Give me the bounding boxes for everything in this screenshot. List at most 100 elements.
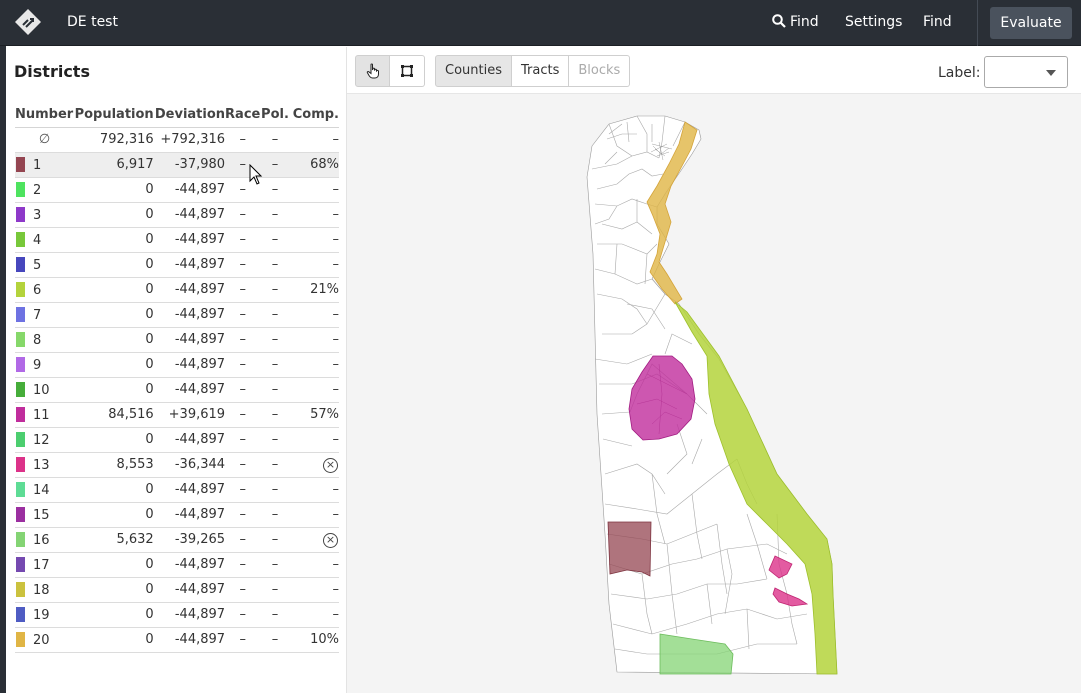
district-pol-cell: –: [260, 402, 290, 428]
district-13-area-b[interactable]: [772, 587, 809, 607]
counties-button[interactable]: Counties: [435, 55, 512, 87]
district-row[interactable]: 20 0 -44,897– –10%: [15, 627, 339, 653]
district-row[interactable]: 5 0 -44,897– – –: [15, 252, 339, 278]
district-color-swatch[interactable]: [16, 256, 25, 272]
district-race-cell: –: [225, 252, 261, 278]
window-left-edge: [0, 46, 6, 693]
district-pol-cell: –: [260, 527, 290, 553]
district-number-cell: 15: [15, 502, 74, 528]
district-race-cell: –: [225, 577, 261, 603]
district-color-swatch[interactable]: [16, 431, 25, 447]
district-row[interactable]: 15 0 -44,897– – –: [15, 502, 339, 528]
district-number: 17: [33, 557, 50, 573]
district-row[interactable]: 2 0 -44,897– – –: [15, 177, 339, 203]
tracts-button[interactable]: Tracts: [512, 55, 570, 87]
district-population-cell: 0: [74, 427, 154, 453]
district-row[interactable]: 12 0 -44,897– – –: [15, 427, 339, 453]
district-row[interactable]: 7 0 -44,897– – –: [15, 302, 339, 328]
district-comp-cell: –: [289, 327, 339, 353]
district-11-area[interactable]: [628, 355, 696, 441]
district-16-area[interactable]: [659, 633, 734, 675]
district-race-cell: –: [225, 202, 261, 228]
district-race-cell: –: [225, 352, 261, 378]
district-color-swatch[interactable]: [16, 381, 25, 397]
column-header-race[interactable]: Race: [225, 102, 261, 128]
district-map[interactable]: [347, 94, 1081, 693]
evaluate-button[interactable]: Evaluate: [990, 7, 1072, 39]
district-number: 4: [33, 232, 42, 248]
district-pol-cell: –: [260, 427, 290, 453]
district-color-swatch[interactable]: [16, 181, 25, 197]
district-row[interactable]: 1 6,917 -37,980– –68%: [15, 152, 339, 178]
district-number: 6: [33, 282, 42, 298]
logo-icon[interactable]: [14, 8, 42, 36]
district-row[interactable]: 9 0 -44,897– – –: [15, 352, 339, 378]
district-row[interactable]: 19 0 -44,897– – –: [15, 602, 339, 628]
district-pol-cell: –: [260, 377, 290, 403]
pointer-tool-button[interactable]: [355, 55, 390, 87]
district-row[interactable]: 14 0 -44,897– – –: [15, 477, 339, 503]
find-link[interactable]: Find: [923, 14, 952, 30]
district-color-swatch[interactable]: [16, 531, 25, 547]
district-row[interactable]: 10 0 -44,897– – –: [15, 377, 339, 403]
district-color-swatch[interactable]: [16, 556, 25, 572]
district-comp-cell: –: [289, 502, 339, 528]
column-header-population[interactable]: Population: [74, 102, 154, 128]
noncontiguous-warning-icon[interactable]: ×: [323, 457, 338, 473]
district-number-cell: 12: [15, 427, 74, 453]
column-header-pol[interactable]: Pol.: [260, 102, 290, 128]
district-row[interactable]: 17 0 -44,897– – –: [15, 552, 339, 578]
district-comp-cell: 10%: [289, 627, 339, 653]
district-1-area[interactable]: [607, 521, 652, 577]
district-color-swatch[interactable]: [16, 506, 25, 522]
district-row[interactable]: 13 8,553 -36,344– – ×: [15, 452, 339, 478]
district-race-cell: –: [225, 177, 261, 203]
district-color-swatch[interactable]: [16, 631, 25, 647]
noncontiguous-warning-icon[interactable]: ×: [323, 532, 338, 548]
district-row[interactable]: 8 0 -44,897– – –: [15, 327, 339, 353]
district-row[interactable]: 3 0 -44,897– – –: [15, 202, 339, 228]
label-select[interactable]: [984, 56, 1068, 88]
column-header-comp[interactable]: Comp.: [289, 102, 339, 128]
unassigned-deviation: +792,316: [153, 127, 226, 153]
district-number-cell: 20: [15, 627, 74, 653]
district-color-swatch[interactable]: [16, 481, 25, 497]
column-header-number[interactable]: Number: [15, 102, 74, 128]
district-population-cell: 0: [74, 552, 154, 578]
district-color-swatch[interactable]: [16, 281, 25, 297]
district-20-area[interactable]: [646, 121, 698, 305]
column-header-deviation[interactable]: Deviation: [153, 102, 226, 128]
find-search-button[interactable]: Find: [772, 14, 819, 30]
unassigned-row[interactable]: ∅ 792,316 +792,316 – – –: [15, 127, 339, 153]
district-color-swatch[interactable]: [16, 306, 25, 322]
district-pol-cell: –: [260, 502, 290, 528]
district-row[interactable]: 11 84,516 +39,619– –57%: [15, 402, 339, 428]
rectangle-select-tool-button[interactable]: [390, 55, 425, 87]
district-row[interactable]: 18 0 -44,897– – –: [15, 577, 339, 603]
district-color-swatch[interactable]: [16, 231, 25, 247]
district-row[interactable]: 4 0 -44,897– – –: [15, 227, 339, 253]
district-row[interactable]: 6 0 -44,897– –21%: [15, 277, 339, 303]
district-color-swatch[interactable]: [16, 606, 25, 622]
district-row[interactable]: 16 5,632 -39,265– – ×: [15, 527, 339, 553]
district-color-swatch[interactable]: [16, 156, 25, 172]
district-number-cell: 3: [15, 202, 74, 228]
district-color-swatch[interactable]: [16, 206, 25, 222]
district-13-area-a[interactable]: [768, 555, 793, 579]
settings-link[interactable]: Settings: [845, 14, 903, 30]
district-number: 20: [33, 632, 50, 648]
district-color-swatch[interactable]: [16, 331, 25, 347]
district-pol-cell: –: [260, 627, 290, 653]
district-race-cell: –: [225, 377, 261, 403]
district-color-swatch[interactable]: [16, 581, 25, 597]
district-6-area[interactable]: [674, 301, 838, 675]
find-search-label: Find: [790, 14, 819, 30]
district-color-swatch[interactable]: [16, 406, 25, 422]
district-color-swatch[interactable]: [16, 456, 25, 472]
district-population-cell: 0: [74, 302, 154, 328]
district-number-cell: 4: [15, 227, 74, 253]
district-color-swatch[interactable]: [16, 356, 25, 372]
search-icon: [772, 14, 786, 28]
district-number: 13: [33, 457, 50, 473]
district-number: 5: [33, 257, 42, 273]
